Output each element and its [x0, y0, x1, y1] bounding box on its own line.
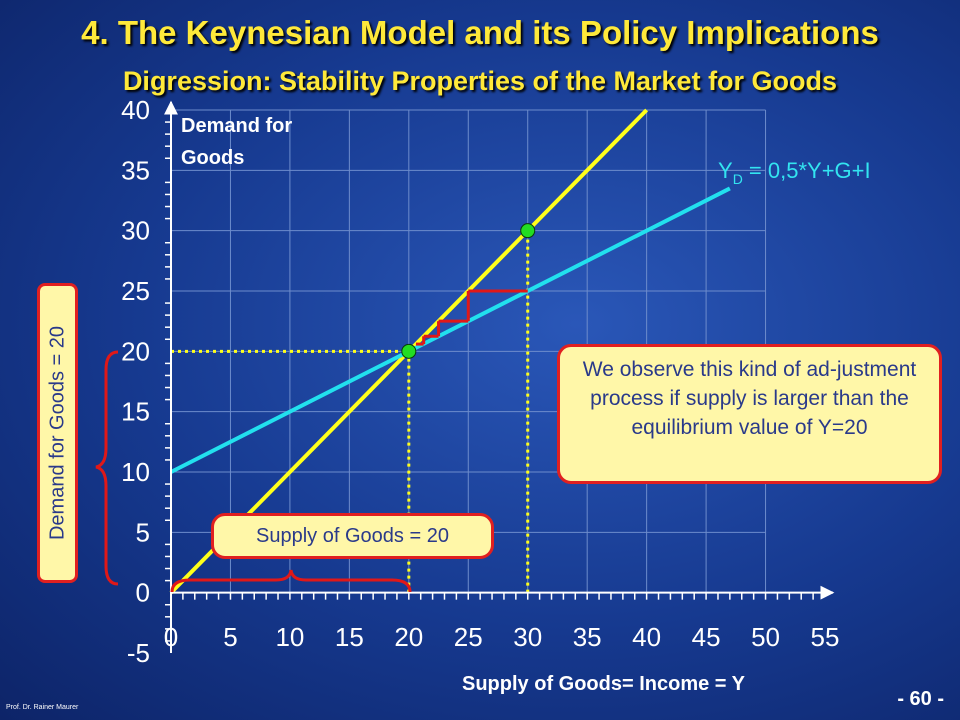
y-tick-label-30: 30: [121, 216, 150, 246]
x-tick-label-10: 10: [275, 622, 304, 652]
adjustment-note: We observe this kind of ad-justment proc…: [557, 344, 942, 484]
y-tick-label-15: 15: [121, 397, 150, 427]
y-axis-label-line2: Goods: [181, 147, 244, 169]
x-tick-label-20: 20: [394, 622, 423, 652]
y-tick-label-40: 40: [121, 95, 150, 125]
y-tick-label-25: 25: [121, 276, 150, 306]
demand-callout: Demand for Goods = 20: [37, 283, 78, 583]
x-tick-label-15: 15: [335, 622, 364, 652]
series-label-yd: YD = 0,5*Y+G+I: [718, 158, 871, 187]
supply-callout: Supply of Goods = 20: [211, 513, 494, 559]
adjustment-path: [415, 289, 528, 346]
x-tick-label-30: 30: [513, 622, 542, 652]
series-label-formula: = 0,5*Y+G+I: [743, 158, 871, 183]
equilibrium-point-1: [520, 223, 536, 239]
x-tick-label-50: 50: [751, 622, 780, 652]
tick-labels: 0 5 10 15 20 25 30 35 40 45 50 55 -5 0 5 10 15 20 25 30 35 40: [121, 95, 839, 668]
page-title: 4. The Keynesian Model and its Policy Im…: [81, 14, 879, 51]
x-tick-label-35: 35: [573, 622, 602, 652]
axes: [164, 100, 835, 653]
y-tick-label-10: 10: [121, 457, 150, 487]
x-tick-label-45: 45: [692, 622, 721, 652]
x-axis-label: Supply of Goods= Income = Y: [462, 673, 746, 695]
y-tick-label-20: 20: [121, 336, 150, 366]
supply-brace: [170, 569, 412, 593]
footer-author: Prof. Dr. Rainer Maurer: [6, 704, 79, 711]
page-subtitle: Digression: Stability Properties of the …: [122, 66, 838, 96]
series-label-subscript: D: [733, 171, 743, 187]
page-number: - 60 -: [897, 688, 944, 710]
series-label-y: Y: [718, 158, 733, 183]
y-axis-label: Demand for: [181, 115, 292, 137]
x-tick-label-25: 25: [454, 622, 483, 652]
x-tick-label-55: 55: [811, 622, 840, 652]
series-line-1: [170, 186, 731, 474]
y-tick-label-5: 5: [136, 517, 150, 547]
y-tick-label-35: 35: [121, 155, 150, 185]
demand-callout-text: Demand for Goods = 20: [46, 325, 68, 541]
x-tick-label-40: 40: [632, 622, 661, 652]
equilibrium-points: [401, 223, 536, 359]
y-tick-label--5: -5: [127, 638, 150, 668]
equilibrium-point-0: [401, 343, 417, 359]
demand-brace: [95, 350, 119, 586]
x-tick-label-5: 5: [223, 622, 237, 652]
y-tick-label-0: 0: [136, 578, 150, 608]
x-tick-label-0: 0: [164, 622, 178, 652]
